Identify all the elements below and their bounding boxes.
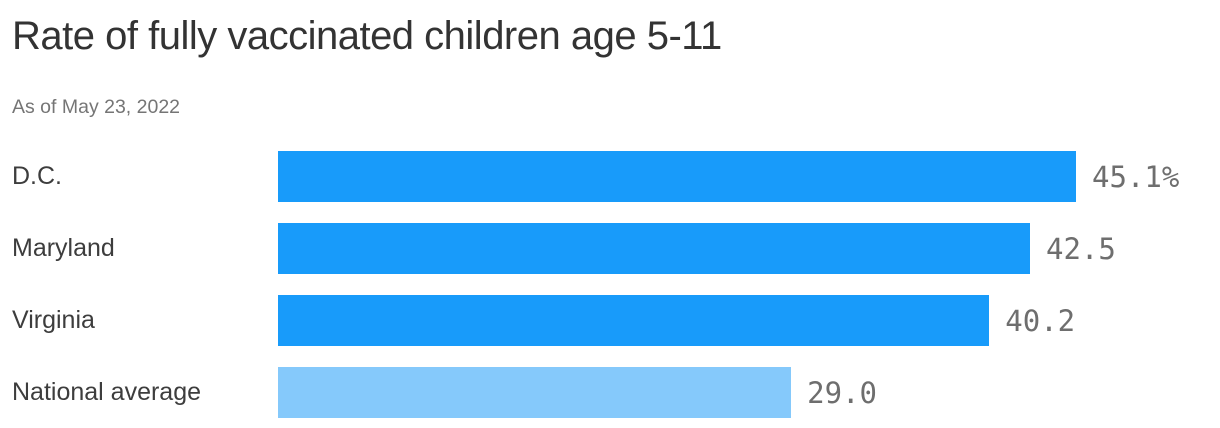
bar bbox=[278, 151, 1076, 202]
bar bbox=[278, 295, 990, 346]
value-label: 45.1% bbox=[1092, 159, 1180, 194]
chart-title: Rate of fully vaccinated children age 5-… bbox=[12, 14, 722, 58]
bar-row: Maryland 42.5 bbox=[12, 223, 1220, 274]
chart-subtitle: As of May 23, 2022 bbox=[12, 96, 181, 118]
bar-row: Virginia 40.2 bbox=[12, 295, 1220, 346]
category-label: National average bbox=[12, 378, 202, 406]
bar-row: D.C. 45.1% bbox=[12, 151, 1220, 202]
category-label: Virginia bbox=[12, 306, 95, 334]
category-label: D.C. bbox=[12, 162, 62, 190]
category-label: Maryland bbox=[12, 234, 115, 262]
value-label: 40.2 bbox=[1005, 303, 1076, 338]
bar-row: National average 29.0 bbox=[12, 367, 1220, 418]
value-label: 42.5 bbox=[1045, 231, 1116, 266]
bar bbox=[278, 223, 1030, 274]
bar bbox=[278, 367, 792, 418]
bar-chart: D.C. 45.1% Maryland 42.5 Virginia 40.2 Nationa… bbox=[12, 151, 1220, 418]
value-label: 29.0 bbox=[807, 375, 877, 410]
